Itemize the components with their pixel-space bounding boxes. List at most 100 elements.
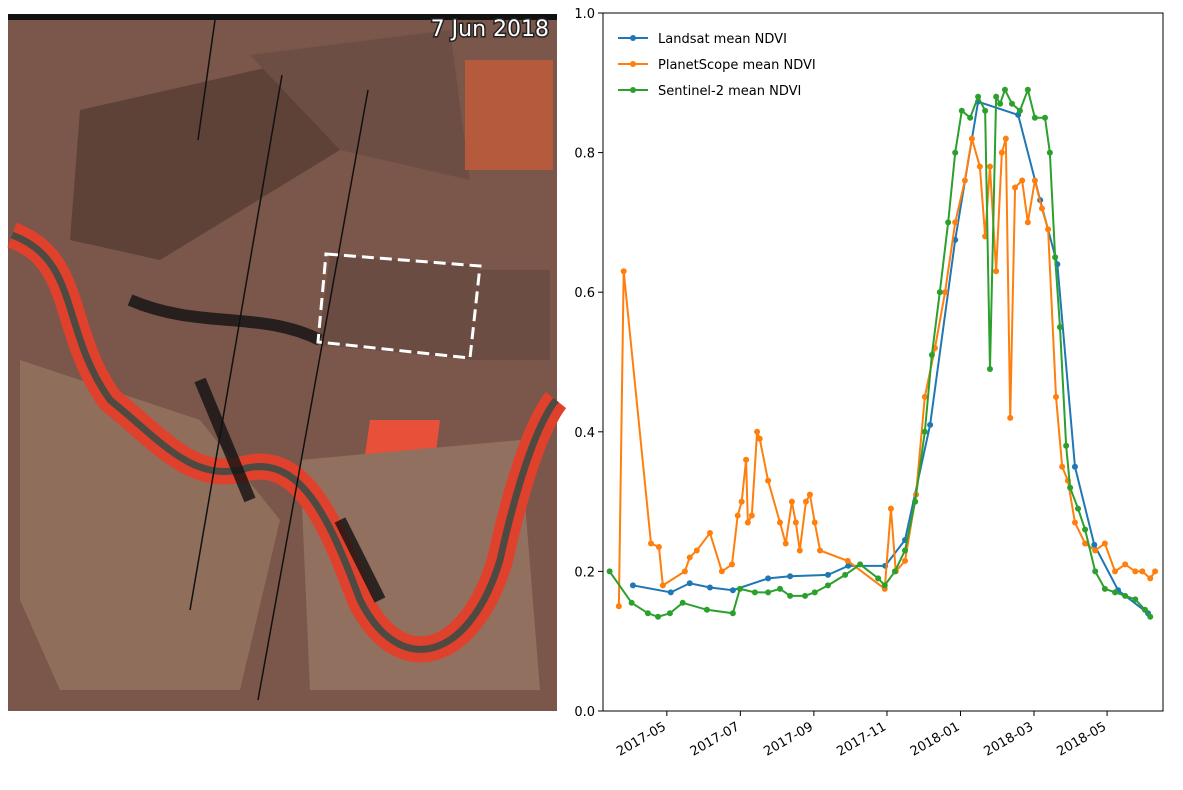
- legend-marker: [630, 61, 636, 67]
- data-point: [902, 557, 909, 564]
- data-point: [667, 589, 674, 596]
- data-point: [718, 568, 725, 575]
- data-point: [1147, 575, 1154, 582]
- data-point: [921, 393, 928, 400]
- data-point: [1031, 177, 1038, 184]
- data-point: [1024, 219, 1031, 226]
- plot-frame: [602, 12, 1164, 712]
- data-point: [1071, 519, 1078, 526]
- x-tick-label: 2018-05: [1055, 719, 1110, 759]
- data-point: [751, 589, 758, 596]
- data-point: [738, 498, 745, 505]
- data-point: [958, 107, 965, 114]
- data-point: [857, 561, 864, 568]
- data-point: [736, 585, 743, 592]
- data-point: [1152, 568, 1159, 575]
- data-point: [802, 592, 809, 599]
- data-point: [967, 114, 974, 121]
- data-point: [982, 107, 989, 114]
- data-point: [686, 554, 693, 561]
- data-point: [1031, 114, 1038, 121]
- data-point: [1052, 254, 1059, 261]
- data-point: [1092, 547, 1099, 554]
- data-point: [1112, 568, 1119, 575]
- data-point: [942, 289, 949, 296]
- data-point: [706, 584, 713, 591]
- data-point: [887, 505, 894, 512]
- series-line: [608, 86, 1152, 618]
- y-tick-label: 0.2: [574, 565, 595, 580]
- x-tick-label: 2017-09: [761, 719, 816, 759]
- data-point: [788, 498, 795, 505]
- data-point: [1001, 86, 1008, 93]
- y-tick-label: 0.0: [574, 705, 595, 720]
- data-point: [1002, 135, 1009, 142]
- data-point: [902, 547, 909, 554]
- data-point: [806, 491, 813, 498]
- data-point: [606, 568, 613, 575]
- data-point: [787, 573, 794, 580]
- data-point: [1008, 100, 1015, 107]
- data-point: [756, 435, 763, 442]
- data-point: [927, 421, 934, 428]
- data-point: [787, 592, 794, 599]
- data-point: [976, 163, 983, 170]
- data-point: [681, 568, 688, 575]
- data-point: [875, 575, 882, 582]
- data-point: [824, 571, 831, 578]
- data-point: [1038, 205, 1045, 212]
- data-point: [647, 540, 654, 547]
- data-point: [811, 519, 818, 526]
- data-point: [729, 610, 736, 617]
- data-point: [743, 456, 750, 463]
- data-point: [1132, 596, 1139, 603]
- data-point: [765, 575, 772, 582]
- data-point: [1045, 226, 1052, 233]
- data-point: [666, 610, 673, 617]
- y-tick-label: 0.4: [574, 426, 595, 441]
- y-tick-label: 0.8: [574, 147, 595, 162]
- data-point: [629, 582, 636, 589]
- data-point: [792, 519, 799, 526]
- data-point: [744, 519, 751, 526]
- data-point: [728, 561, 735, 568]
- data-point: [961, 177, 968, 184]
- data-point: [734, 512, 741, 519]
- data-point: [928, 352, 935, 359]
- data-point: [679, 599, 686, 606]
- data-point: [921, 428, 928, 435]
- data-point: [998, 149, 1005, 156]
- data-point: [891, 568, 898, 575]
- data-point: [782, 540, 789, 547]
- legend-marker: [630, 87, 636, 93]
- data-point: [817, 547, 824, 554]
- data-point: [936, 289, 943, 296]
- data-point: [952, 219, 959, 226]
- data-point: [1024, 86, 1031, 93]
- data-point: [693, 547, 700, 554]
- data-point: [986, 163, 993, 170]
- data-point: [952, 149, 959, 156]
- data-point: [1122, 561, 1129, 568]
- image-date-label: 7 Jun 2018: [431, 17, 549, 42]
- data-point: [729, 587, 736, 594]
- data-point: [1067, 484, 1074, 491]
- data-point: [659, 582, 666, 589]
- data-point: [703, 606, 710, 613]
- data-point: [748, 512, 755, 519]
- data-point: [975, 93, 982, 100]
- data-point: [845, 562, 852, 569]
- data-point: [945, 219, 952, 226]
- data-point: [776, 519, 783, 526]
- data-point: [1141, 606, 1148, 613]
- data-point: [1091, 541, 1098, 548]
- data-point: [754, 428, 761, 435]
- data-point: [644, 610, 651, 617]
- x-tick-label: 2017-11: [834, 719, 889, 759]
- data-point: [1016, 107, 1023, 114]
- data-point: [655, 613, 662, 620]
- data-point: [842, 571, 849, 578]
- data-point: [1147, 613, 1154, 620]
